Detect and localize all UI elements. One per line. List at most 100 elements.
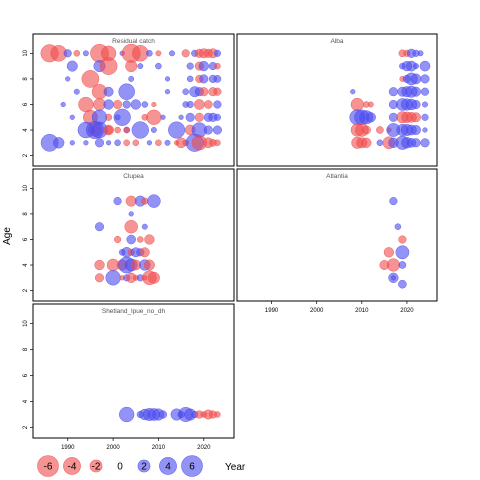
bubble-point (420, 87, 430, 96)
y-tick-label: 10 (23, 184, 29, 191)
bubble-point (398, 279, 407, 289)
bubble-point (420, 74, 430, 84)
bubble-point (410, 73, 422, 85)
bubble-point (65, 76, 71, 82)
bubble-point (214, 139, 221, 147)
bubble-point (66, 60, 78, 72)
bubble-point (395, 245, 410, 260)
bubble-point (411, 112, 421, 123)
bubble-point (213, 49, 221, 57)
y-tick-label: 8 (23, 212, 29, 216)
legend-bubble (89, 459, 103, 473)
bubble-point (94, 222, 105, 232)
bubble-point (198, 60, 209, 72)
panel-4: Atlantia (236, 168, 438, 302)
panel-title: Atlantia (326, 173, 348, 180)
bubble-point (186, 62, 194, 70)
bubble-point (213, 75, 222, 83)
bubble-point (73, 88, 80, 95)
bubble-point (73, 50, 81, 57)
bubble-point (94, 259, 105, 271)
legend-label: -4 (68, 462, 77, 473)
legend-bubble (137, 459, 151, 473)
bubble-point (103, 99, 114, 110)
bubble-point (420, 138, 430, 148)
panel-title: Shetland_lpue_no_dh (102, 308, 166, 315)
x-tick-label: 2010 (152, 445, 166, 451)
bubble-point (186, 100, 194, 109)
bubble-point (81, 70, 100, 88)
legend-item: 2 (137, 459, 151, 473)
bubble-point (422, 101, 428, 108)
x-tick-label: 2010 (355, 308, 369, 314)
x-tick-label: 1990 (61, 445, 75, 451)
bubble-point (94, 273, 105, 283)
bubble-point (103, 124, 114, 136)
x-axis-title: Year (225, 462, 246, 473)
bubble-point (143, 259, 155, 271)
bubble-point (199, 87, 209, 97)
panel-5: Shetland_lpue_no_dh (32, 303, 235, 439)
y-tick-label: 10 (23, 320, 29, 327)
bubble-point (141, 197, 149, 205)
bubble-point (141, 101, 149, 108)
bubble-point (361, 125, 371, 135)
bubble-point (411, 138, 421, 148)
bubble-point (203, 100, 213, 109)
panel-3: Clupea (32, 168, 235, 302)
panel-frame (236, 168, 438, 302)
bubble-point (388, 87, 398, 97)
x-tick-label: 2020 (197, 445, 211, 451)
bubble-point (105, 113, 113, 121)
bubble-point (182, 88, 189, 95)
bubble-point (131, 121, 149, 139)
bubble-point (113, 197, 122, 206)
x-tick-label: 2000 (106, 445, 120, 451)
bubble-point (53, 137, 65, 149)
legend-item: 6 (181, 455, 203, 477)
bubble-point (419, 60, 431, 72)
y-tick-label: 6 (23, 102, 29, 106)
bubble-point (361, 137, 372, 148)
bubble-point (413, 63, 419, 70)
bubble-point (194, 112, 204, 122)
legend-bubble (181, 455, 203, 477)
legend-bubble (63, 457, 81, 475)
panel-1: Residual catch (32, 33, 235, 167)
bubble-point (214, 62, 221, 70)
bubble-point (155, 50, 162, 57)
panel-2: Alba (236, 33, 438, 167)
legend-label: -2 (92, 462, 101, 473)
panels-layer: Residual catch Alba Clupea Atlantia Shetland… (32, 33, 438, 439)
bubble-point (164, 76, 171, 82)
bubble-point (106, 140, 112, 146)
bubble-point (160, 114, 166, 120)
legend-item: -6 (37, 455, 59, 477)
bubble-point (114, 235, 122, 244)
bubble-point (199, 74, 209, 84)
bubble-point (82, 50, 89, 57)
bubble-point (398, 235, 407, 244)
legend-layer: -6 -4 -2 0 2 4 6 Year (37, 455, 246, 477)
bubble-point (164, 89, 171, 95)
bubble-point (350, 97, 364, 112)
y-axis-title: Age (2, 227, 13, 245)
bubble-point (422, 127, 428, 133)
bubble-point (113, 99, 123, 110)
bubble-point (63, 49, 72, 58)
bubble-point (118, 83, 135, 100)
axes-layer: 2 4 6 8 10 2 4 6 8 10 1990 2000 2010 2020 2 4 6 8 10 1990 20… (2, 49, 414, 451)
bubble-point (137, 236, 144, 243)
bubble-point (213, 87, 222, 96)
bubble-point (146, 109, 162, 125)
legend-label: 0 (117, 462, 123, 473)
y-tick-label: 2 (23, 153, 29, 157)
panel-title: Clupea (123, 173, 144, 180)
x-tick-label: 2000 (310, 308, 324, 314)
bubble-point (365, 112, 376, 123)
y-tick-label: 10 (23, 49, 29, 56)
bubble-point (123, 126, 130, 134)
y-tick-label: 8 (23, 77, 29, 81)
bubble-point (158, 410, 168, 419)
bubble-point (83, 140, 89, 146)
